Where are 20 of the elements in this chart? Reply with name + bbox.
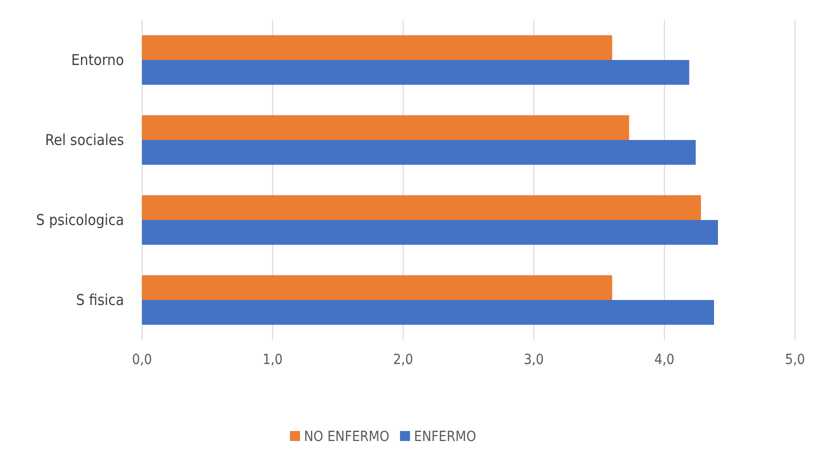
y-tick-label: Entorno [71,51,124,69]
x-tick-label: 1,0 [262,352,283,368]
bar [142,275,612,300]
legend-label: NO ENFERMO [304,429,390,445]
x-tick-label: 0,0 [132,352,152,368]
bar [142,300,714,325]
y-tick-label: S psicologica [36,211,124,229]
bar [142,115,630,140]
bar [142,195,701,220]
y-tick-label: Rel sociales [45,131,124,149]
legend-label: ENFERMO [414,429,476,445]
bar [142,220,718,245]
x-tick-label: 4,0 [654,352,674,368]
bar [142,140,696,165]
bar [142,35,612,60]
bar [142,60,690,85]
y-tick-label: S fisica [76,291,124,309]
x-tick-label: 3,0 [524,352,544,368]
x-tick-label: 5,0 [784,352,806,368]
x-tick-label: 2,0 [393,352,414,368]
